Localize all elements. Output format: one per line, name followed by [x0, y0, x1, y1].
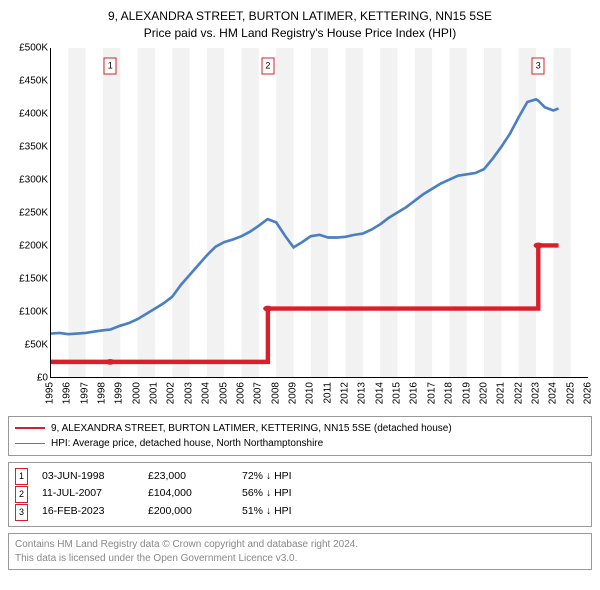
- event-row: 2 11-JUL-2007 £104,000 56% ↓ HPI: [15, 485, 585, 503]
- attribution-line-2: This data is licensed under the Open Gov…: [15, 552, 585, 566]
- x-tick-label: 2016: [409, 382, 420, 404]
- y-tick-label: £150K: [19, 273, 48, 284]
- x-tick-label: 1999: [114, 382, 125, 404]
- x-tick-label: 2017: [426, 382, 437, 404]
- x-tick-label: 2013: [357, 382, 368, 404]
- x-tick-label: 2022: [513, 382, 524, 404]
- x-tick-label: 2011: [322, 382, 333, 404]
- x-tick-label: 2005: [218, 382, 229, 404]
- x-tick-label: 2014: [374, 382, 385, 404]
- x-tick-label: 2006: [235, 382, 246, 404]
- legend: 9, ALEXANDRA STREET, BURTON LATIMER, KET…: [8, 416, 592, 456]
- x-tick-label: 2001: [149, 382, 160, 404]
- x-tick-label: 2018: [444, 382, 455, 404]
- x-tick-label: 2020: [478, 382, 489, 404]
- x-tick-label: 2007: [253, 382, 264, 404]
- attribution-line-1: Contains HM Land Registry data © Crown c…: [15, 538, 585, 552]
- y-tick-label: £100K: [19, 306, 48, 317]
- x-axis: 1995199619971998199920002001200220032004…: [50, 378, 588, 408]
- x-tick-label: 2024: [548, 382, 559, 404]
- event-badge: 2: [15, 486, 28, 503]
- event-row: 1 03-JUN-1998 £23,000 72% ↓ HPI: [15, 468, 585, 486]
- x-tick-label: 1995: [45, 382, 56, 404]
- attribution: Contains HM Land Registry data © Crown c…: [8, 533, 592, 570]
- y-tick-label: £50K: [25, 339, 48, 350]
- event-date: 03-JUN-1998: [42, 468, 134, 486]
- event-diff: 72% ↓ HPI: [242, 468, 292, 486]
- x-tick-label: 2019: [461, 382, 472, 404]
- x-tick-label: 2026: [583, 382, 594, 404]
- y-tick-label: £300K: [19, 174, 48, 185]
- event-price: £104,000: [148, 485, 228, 503]
- event-diff: 51% ↓ HPI: [242, 503, 292, 521]
- legend-label: 9, ALEXANDRA STREET, BURTON LATIMER, KET…: [51, 421, 452, 436]
- event-row: 3 16-FEB-2023 £200,000 51% ↓ HPI: [15, 503, 585, 521]
- y-tick-label: £400K: [19, 108, 48, 119]
- chart-area: £0£50K£100K£150K£200K£250K£300K£350K£400…: [6, 48, 594, 408]
- x-tick-label: 2010: [305, 382, 316, 404]
- y-tick-label: £350K: [19, 141, 48, 152]
- title-line-1: 9, ALEXANDRA STREET, BURTON LATIMER, KET…: [6, 8, 594, 25]
- y-axis: £0£50K£100K£150K£200K£250K£300K£350K£400…: [6, 48, 50, 378]
- event-marker-3: 3: [532, 57, 545, 74]
- legend-row: 9, ALEXANDRA STREET, BURTON LATIMER, KET…: [15, 421, 585, 436]
- x-tick-label: 2002: [166, 382, 177, 404]
- events-table: 1 03-JUN-1998 £23,000 72% ↓ HPI 2 11-JUL-2007…: [8, 462, 592, 528]
- plot-area: 1 2 3: [50, 48, 588, 378]
- y-tick-label: £450K: [19, 75, 48, 86]
- event-marker-2: 2: [261, 57, 274, 74]
- x-tick-label: 2008: [270, 382, 281, 404]
- y-tick-label: £500K: [19, 42, 48, 53]
- x-tick-label: 2025: [565, 382, 576, 404]
- x-tick-label: 2021: [496, 382, 507, 404]
- x-tick-label: 2012: [340, 382, 351, 404]
- legend-swatch: [15, 443, 45, 444]
- x-tick-label: 1996: [62, 382, 73, 404]
- x-tick-label: 1998: [97, 382, 108, 404]
- event-price: £200,000: [148, 503, 228, 521]
- legend-row: HPI: Average price, detached house, Nort…: [15, 436, 585, 451]
- x-tick-label: 2023: [530, 382, 541, 404]
- legend-label: HPI: Average price, detached house, Nort…: [51, 436, 323, 451]
- event-badge: 1: [15, 468, 28, 485]
- chart-title: 9, ALEXANDRA STREET, BURTON LATIMER, KET…: [6, 8, 594, 42]
- event-marker-1: 1: [104, 57, 117, 74]
- event-date: 11-JUL-2007: [42, 485, 134, 503]
- x-tick-label: 2004: [201, 382, 212, 404]
- event-price: £23,000: [148, 468, 228, 486]
- title-line-2: Price paid vs. HM Land Registry's House …: [6, 25, 594, 42]
- y-tick-label: £250K: [19, 207, 48, 218]
- x-tick-label: 1997: [79, 382, 90, 404]
- chart-container: 9, ALEXANDRA STREET, BURTON LATIMER, KET…: [0, 0, 600, 578]
- event-date: 16-FEB-2023: [42, 503, 134, 521]
- legend-swatch: [15, 427, 45, 429]
- x-tick-label: 2009: [287, 382, 298, 404]
- plot-svg: [51, 48, 588, 377]
- x-tick-label: 2000: [131, 382, 142, 404]
- y-tick-label: £200K: [19, 240, 48, 251]
- x-tick-label: 2015: [392, 382, 403, 404]
- x-tick-label: 2003: [183, 382, 194, 404]
- event-diff: 56% ↓ HPI: [242, 485, 292, 503]
- event-badge: 3: [15, 504, 28, 521]
